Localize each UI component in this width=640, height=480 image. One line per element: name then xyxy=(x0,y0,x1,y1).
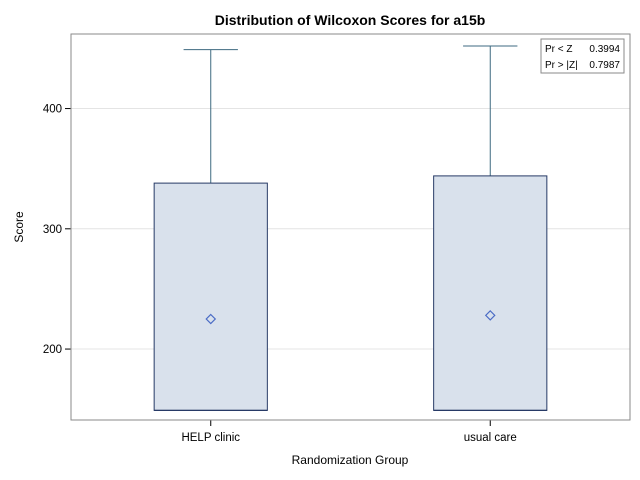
inset-label-pr-gt-absz: Pr > |Z| xyxy=(545,60,578,71)
x-axis: HELP clinic usual care xyxy=(181,420,517,444)
x-tick-label: HELP clinic xyxy=(181,432,240,444)
box-help-clinic xyxy=(153,49,268,411)
x-tick-label: usual care xyxy=(464,432,517,444)
plot-frame xyxy=(70,33,631,421)
stats-inset: Pr < Z 0.3994 Pr > |Z| 0.7987 xyxy=(540,38,625,74)
y-tick-label: 200 xyxy=(43,344,62,356)
mean-marker xyxy=(205,313,217,325)
chart-title: Distribution of Wilcoxon Scores for a15b xyxy=(215,12,486,28)
mean-marker xyxy=(484,310,496,321)
x-axis-label: Randomization Group xyxy=(292,453,409,467)
y-axis: 200 300 400 xyxy=(43,104,71,356)
y-tick-label: 400 xyxy=(43,104,62,116)
iqr-box xyxy=(153,182,268,411)
inset-value-pr-gt-absz: 0.7987 xyxy=(589,60,620,71)
y-tick-label: 300 xyxy=(43,224,62,236)
inset-value-pr-lt-z: 0.3994 xyxy=(589,44,620,55)
stats-inset-box xyxy=(540,38,625,74)
boxes xyxy=(153,45,548,411)
y-axis-label: Score xyxy=(12,211,26,243)
iqr-box xyxy=(433,175,548,411)
box-usual-care xyxy=(433,45,548,411)
inset-label-pr-lt-z: Pr < Z xyxy=(545,44,573,55)
